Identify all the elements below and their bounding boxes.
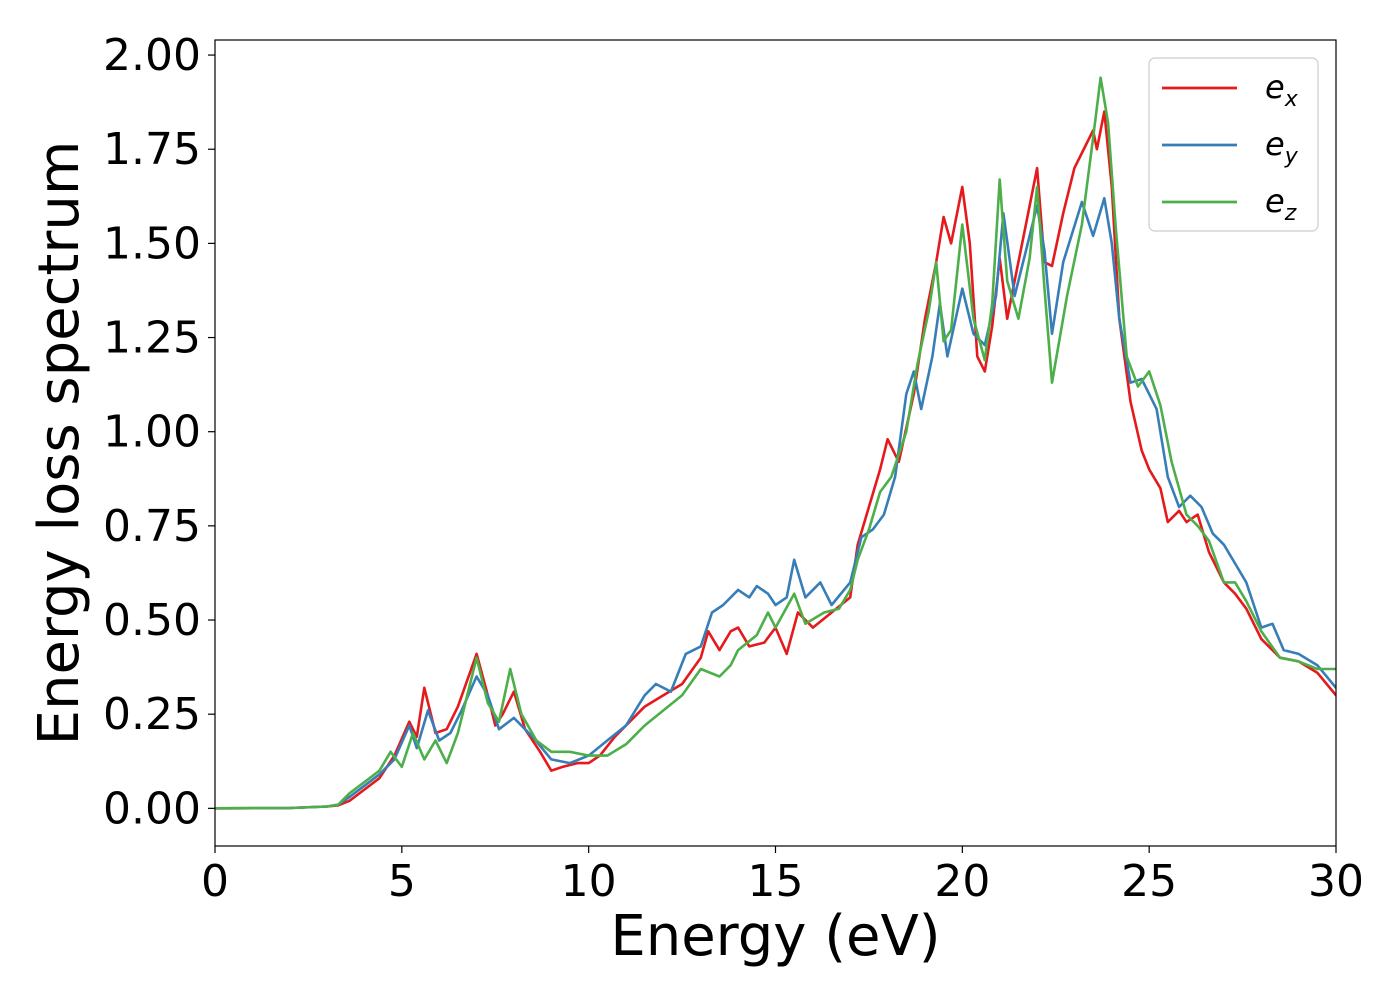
series-line-y	[215, 196, 1336, 810]
y-tick-label: 1.00	[103, 407, 201, 458]
x-tick-label: 10	[561, 856, 617, 907]
y-tick-label: 0.00	[103, 783, 201, 834]
legend: ex ey ez	[1148, 57, 1319, 232]
x-tick-label: 5	[388, 856, 416, 907]
series-line-z	[215, 76, 1336, 810]
y-tick-label: 1.25	[103, 313, 201, 364]
x-tick-label: 15	[748, 856, 804, 907]
y-tick-label: 2.00	[103, 30, 201, 81]
x-tick-label: 20	[934, 856, 990, 907]
legend-label-x: ex	[1265, 68, 1299, 112]
y-tick-label: 0.75	[103, 501, 201, 552]
x-tick-label: 0	[201, 856, 229, 907]
y-axis-label: Energy loss spectrum	[27, 141, 92, 746]
legend-label-y: ey	[1265, 125, 1299, 169]
x-tick-label: 25	[1121, 856, 1177, 907]
legend-label-z: ez	[1265, 182, 1297, 226]
y-tick-label: 0.50	[103, 595, 201, 646]
y-axis-ticks: 0.00 0.25 0.50 0.75 1.00 1.25 1.50 1.75 2.00	[103, 30, 215, 834]
y-tick-label: 0.25	[103, 689, 201, 740]
series-lines	[215, 76, 1336, 810]
x-axis-ticks: 0 5 10 15 20 25 30	[201, 846, 1364, 907]
x-tick-label: 30	[1308, 856, 1364, 907]
x-axis-label: Energy (eV)	[610, 904, 940, 969]
y-tick-label: 1.75	[103, 124, 201, 175]
y-tick-label: 1.50	[103, 218, 201, 269]
